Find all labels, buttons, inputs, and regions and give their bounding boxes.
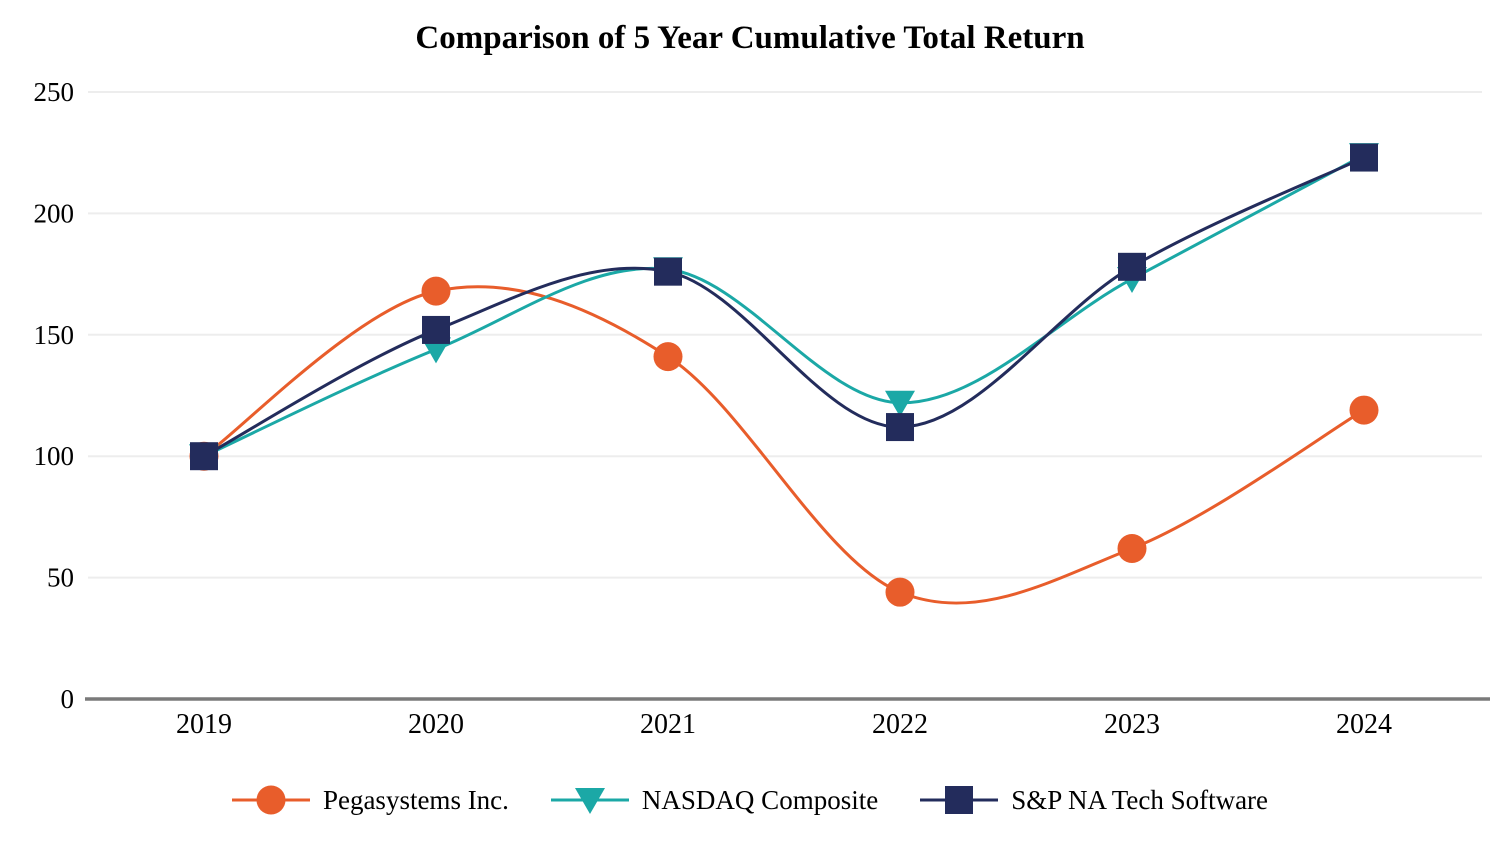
marker-s-p-na-tech-software-2024 xyxy=(1350,143,1378,172)
series-line-pegasystems-inc xyxy=(203,285,1365,605)
legend-circle-icon xyxy=(231,785,310,815)
series-line-s-p-na-tech-software xyxy=(203,156,1365,458)
y-tick-label-100: 100 xyxy=(34,441,75,471)
y-tick-label-150: 150 xyxy=(34,320,75,350)
marker-pegasystems-inc-2024 xyxy=(1349,395,1379,425)
legend-label-nasdaq-composite: NASDAQ Composite xyxy=(641,784,879,815)
x-tick-label-2024: 2024 xyxy=(1336,709,1392,740)
y-tick-label-50: 50 xyxy=(47,563,74,593)
legend-label-s-p-na-tech-software: S&P NA Tech Software xyxy=(1011,784,1269,815)
legend-label-pegasystems-inc: Pegasystems Inc. xyxy=(322,784,509,815)
legend: Pegasystems Inc. NASDAQ Composite S&P NA T… xyxy=(0,776,1500,824)
legend-item-nasdaq-composite: NASDAQ Composite xyxy=(550,783,879,817)
y-tick-label-250: 250 xyxy=(34,77,75,107)
marker-s-p-na-tech-software-2023 xyxy=(1118,252,1146,281)
x-tick-label-2019: 2019 xyxy=(176,709,232,740)
plot-area: 0 50 100 150 200 250 2019 2020 2021 2022 2023 2024 xyxy=(34,77,1490,740)
x-tick-label-2022: 2022 xyxy=(872,709,928,740)
legend-item-pegasystems-inc: Pegasystems Inc. xyxy=(231,783,509,817)
marker-s-p-na-tech-software-2021 xyxy=(654,257,682,286)
marker-pegasystems-inc-2022 xyxy=(885,577,915,607)
x-tick-label-2023: 2023 xyxy=(1104,709,1160,740)
legend-item-s-p-na-tech-software: S&P NA Tech Software xyxy=(920,783,1268,817)
marker-s-p-na-tech-software-2022 xyxy=(886,413,914,442)
legend-square-icon xyxy=(920,786,999,814)
x-tick-label-2021: 2021 xyxy=(640,709,696,740)
marker-pegasystems-inc-2023 xyxy=(1117,533,1147,563)
marker-pegasystems-inc-2021 xyxy=(653,342,683,372)
series-line-nasdaq-composite xyxy=(203,153,1365,458)
marker-s-p-na-tech-software-2020 xyxy=(422,315,450,344)
chart-title: Comparison of 5 Year Cumulative Total Re… xyxy=(415,20,1085,56)
marker-s-p-na-tech-software-2019 xyxy=(190,442,218,471)
marker-pegasystems-inc-2020 xyxy=(421,276,451,306)
x-tick-label-2020: 2020 xyxy=(408,709,464,740)
marker-nasdaq-composite-2022 xyxy=(885,390,915,417)
y-tick-label-200: 200 xyxy=(34,198,75,228)
y-tick-label-0: 0 xyxy=(61,684,75,714)
legend-triangle-down-icon xyxy=(550,788,629,814)
